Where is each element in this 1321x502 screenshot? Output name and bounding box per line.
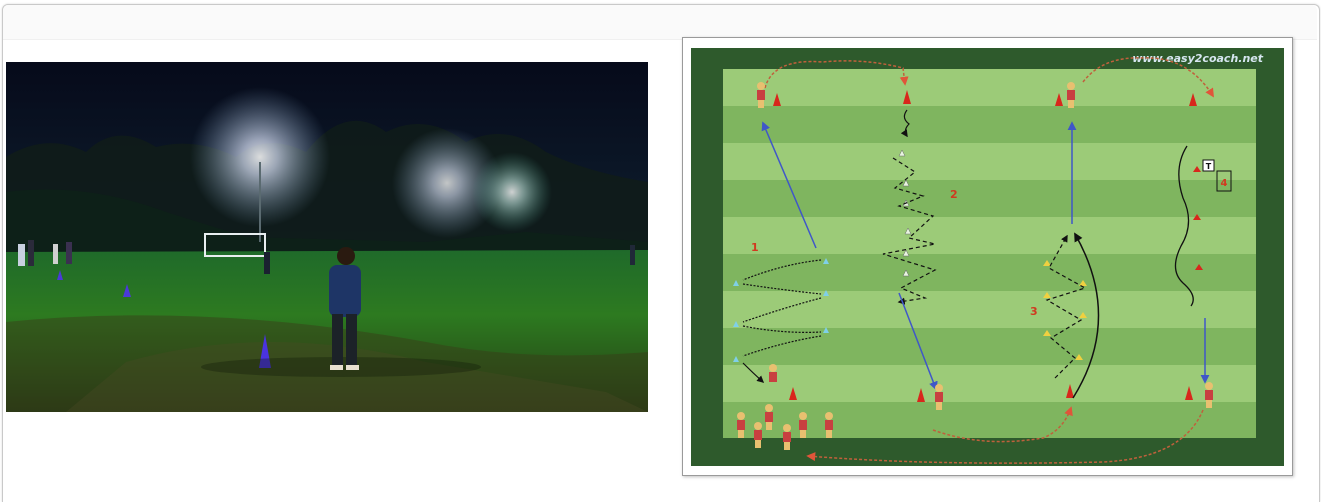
pitch-stripes	[723, 69, 1256, 438]
cone-icon	[1066, 384, 1074, 398]
player-icon	[1067, 82, 1075, 108]
trainer-label: T	[1206, 162, 1212, 171]
trainer-box	[1202, 159, 1215, 172]
easy2coach-watermark: www.easy2coach.net	[1132, 52, 1264, 65]
cone-icon	[789, 387, 797, 400]
player-icon	[935, 384, 943, 410]
cone-icon	[773, 93, 781, 106]
station-label: 1	[751, 241, 759, 254]
waiting-players	[737, 404, 833, 450]
night-training-photo	[6, 62, 648, 412]
cone-icon	[1189, 93, 1197, 106]
player-icon	[1205, 382, 1213, 408]
station2-cones	[898, 149, 912, 277]
cone-icon	[1055, 93, 1063, 106]
station3-cones	[1043, 260, 1087, 360]
cone-icon	[903, 90, 911, 104]
foreground-player	[201, 247, 481, 377]
station-label: 3	[1030, 305, 1038, 318]
player-icon	[769, 364, 777, 382]
station-label: 4	[1221, 178, 1228, 189]
cone-icon	[917, 388, 925, 402]
drill-diagram: www.easy2coach.net 1	[682, 37, 1293, 476]
station4-box	[1216, 170, 1232, 192]
window-top-bar	[3, 5, 1317, 40]
cone-icon	[1185, 386, 1193, 400]
station-label: 2	[950, 188, 958, 201]
player-icon	[757, 82, 765, 108]
station1-cones	[733, 258, 829, 362]
